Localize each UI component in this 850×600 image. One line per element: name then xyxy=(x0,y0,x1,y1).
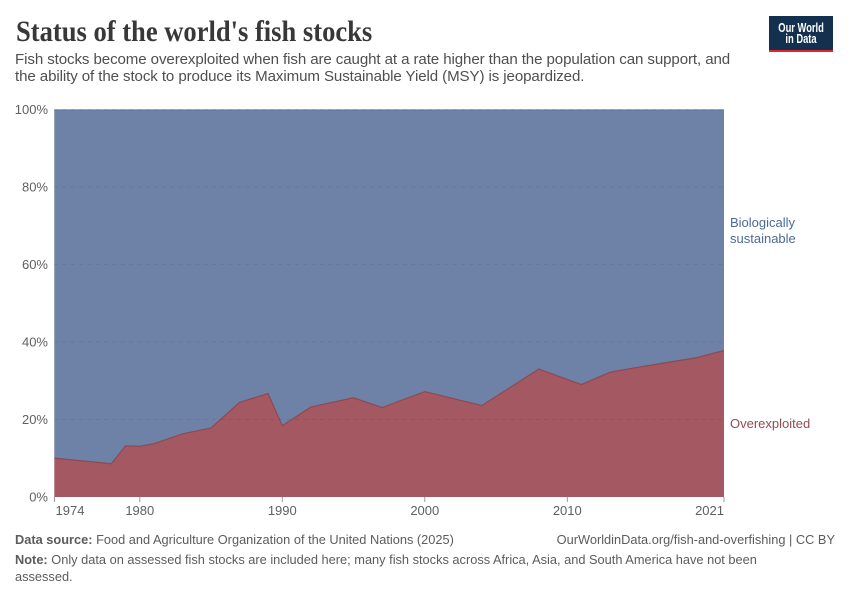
svg-text:2010: 2010 xyxy=(553,503,582,518)
svg-text:2000: 2000 xyxy=(410,503,439,518)
svg-text:1990: 1990 xyxy=(268,503,297,518)
svg-text:1974: 1974 xyxy=(56,503,85,518)
svg-text:40%: 40% xyxy=(22,335,48,350)
svg-text:0%: 0% xyxy=(29,490,48,505)
svg-text:2021: 2021 xyxy=(695,503,724,518)
svg-text:60%: 60% xyxy=(22,257,48,272)
svg-text:80%: 80% xyxy=(22,180,48,195)
svg-text:20%: 20% xyxy=(22,412,48,427)
svg-text:1980: 1980 xyxy=(125,503,154,518)
svg-text:100%: 100% xyxy=(15,102,49,117)
